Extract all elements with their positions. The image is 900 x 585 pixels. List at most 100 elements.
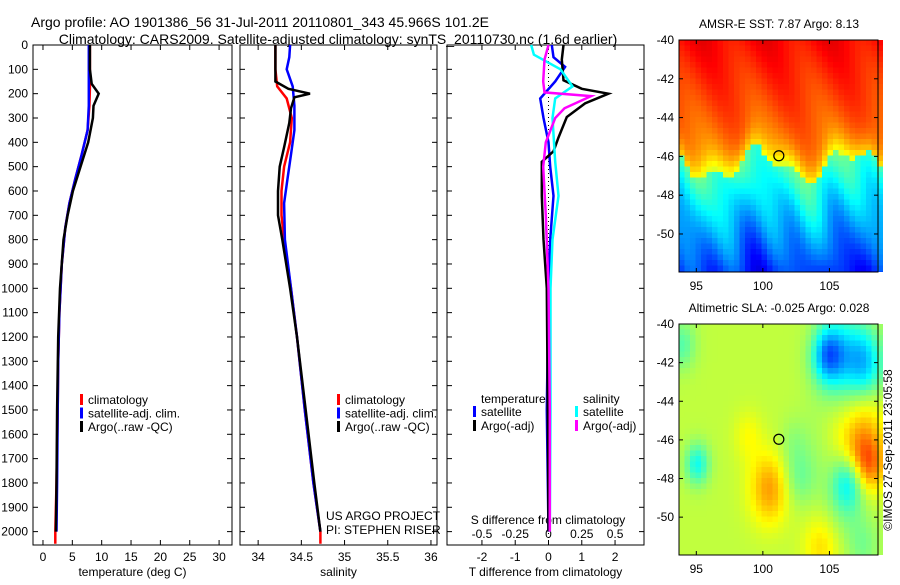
map-cell: [805, 166, 812, 173]
map-cell: [794, 106, 801, 112]
map-cell: [690, 227, 696, 233]
map-cell: [767, 249, 773, 255]
map-cell: [827, 84, 834, 90]
map-cell: [717, 434, 724, 440]
map-cell: [690, 232, 696, 239]
map-cell: [833, 73, 839, 79]
map-cell: [761, 122, 768, 129]
map-cell: [783, 461, 790, 468]
map-cell: [844, 133, 850, 140]
map-cell: [745, 417, 751, 424]
map-cell: [800, 243, 806, 250]
map-cell: [844, 265, 850, 272]
map-cell: [877, 450, 883, 457]
map-cell: [734, 428, 740, 435]
map-cell: [783, 260, 790, 266]
map-cell: [866, 205, 872, 211]
map-cell: [827, 395, 834, 402]
map-cell: [723, 243, 729, 250]
map-cell: [772, 194, 779, 200]
map-cell: [756, 329, 762, 336]
map-cell: [712, 516, 718, 523]
map-cell: [794, 478, 801, 484]
map-cell: [767, 210, 773, 217]
map-cell: [695, 549, 702, 555]
map-cell: [756, 67, 762, 74]
map-cell: [745, 544, 751, 550]
map-cell: [789, 95, 795, 101]
map-cell: [717, 40, 724, 46]
map-cell: [822, 335, 828, 341]
map-cell: [739, 390, 746, 396]
map-cell: [871, 511, 878, 517]
map-cell: [816, 483, 823, 490]
map-cell: [811, 456, 817, 462]
map-cell: [827, 439, 834, 446]
map-cell: [679, 205, 685, 211]
map-cell: [844, 106, 850, 112]
map-cell: [712, 373, 718, 380]
map-cell: [860, 533, 867, 539]
map-cell: [739, 522, 746, 528]
map-cell: [783, 544, 790, 550]
map-cell: [756, 205, 762, 211]
map-cell: [745, 40, 751, 46]
map-cell: [805, 362, 812, 369]
map-cell: [690, 265, 696, 272]
map-cell: [739, 40, 746, 46]
map-cell: [855, 95, 861, 101]
map-cell: [734, 155, 740, 162]
map-cell: [866, 445, 872, 451]
map-cell: [712, 95, 718, 101]
map-cell: [761, 221, 768, 228]
map-cell: [767, 227, 773, 233]
map-cell: [822, 161, 828, 167]
map-cell: [811, 516, 817, 523]
map-cell: [844, 329, 850, 336]
map-cell: [871, 461, 878, 468]
map-cell: [706, 56, 713, 63]
map-cell: [860, 445, 867, 451]
map-cell: [838, 544, 845, 550]
map-cell: [800, 412, 806, 418]
map-cell: [822, 324, 828, 330]
map-cell: [778, 538, 784, 545]
map-cell: [871, 423, 878, 429]
map-cell: [811, 84, 817, 90]
map-cell: [756, 434, 762, 440]
map-cell: [701, 505, 707, 512]
map-cell: [811, 150, 817, 156]
map-cell: [723, 489, 729, 495]
map-cell: [761, 144, 768, 151]
map-cell: [750, 150, 757, 156]
map-cell: [816, 511, 823, 517]
map-cell: [827, 172, 834, 178]
map-cell: [871, 84, 878, 90]
map-cell: [816, 516, 823, 523]
map-cell: [734, 67, 740, 74]
map-cell: [827, 210, 834, 217]
map-cell: [728, 417, 735, 424]
map-cell: [695, 73, 702, 79]
map-cell: [772, 106, 779, 112]
map-cell: [717, 45, 724, 52]
map-cell: [789, 373, 795, 380]
map-cell: [794, 483, 801, 490]
argo-float-location-marker: [773, 433, 785, 445]
map-cell: [778, 95, 784, 101]
map-cell: [811, 324, 817, 330]
map-cell: [706, 194, 713, 200]
map-cell: [827, 183, 834, 189]
map-cell: [849, 62, 856, 68]
map-cell: [723, 401, 729, 407]
map-cell: [855, 56, 861, 63]
map-cell: [860, 511, 867, 517]
map-cell: [871, 254, 878, 261]
map-cell: [844, 227, 850, 233]
map-cell: [750, 428, 757, 435]
map-cell: [745, 227, 751, 233]
map-cell: [684, 265, 691, 272]
map-cell: [783, 439, 790, 446]
map-cell: [860, 183, 867, 189]
map-cell: [772, 210, 779, 217]
